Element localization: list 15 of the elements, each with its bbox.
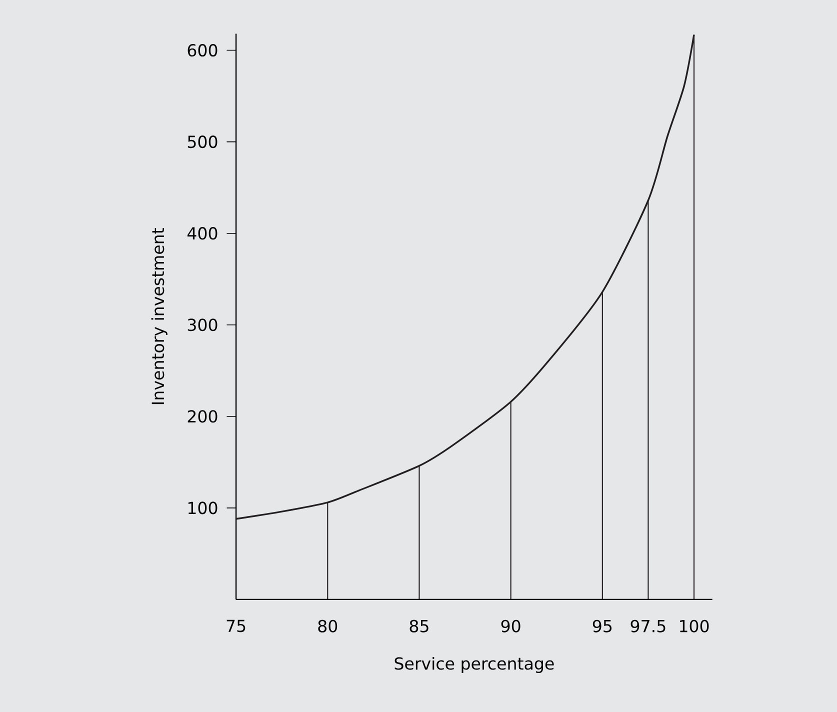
x-tick-label: 97.5 — [630, 620, 666, 632]
y-tick-label: 400 — [187, 226, 218, 240]
y-tick-label: 600 — [188, 44, 218, 56]
x-tick-label: 90 — [501, 620, 520, 632]
x-tick-label: 85 — [410, 620, 428, 632]
y-tick-label: 300 — [188, 318, 218, 331]
y-axis-title: Inventory investment — [151, 228, 168, 404]
x-axis-title: Service percentage — [394, 656, 554, 673]
x-tick-label: 75 — [226, 620, 246, 632]
y-tick-label: 200 — [188, 410, 218, 422]
x-tick-label: 100 — [680, 620, 709, 632]
y-tick-label: 500 — [188, 135, 218, 148]
y-tick-label: 100 — [188, 501, 218, 514]
x-tick-label: 95 — [592, 620, 612, 632]
x-tick-label: 80 — [318, 620, 338, 632]
